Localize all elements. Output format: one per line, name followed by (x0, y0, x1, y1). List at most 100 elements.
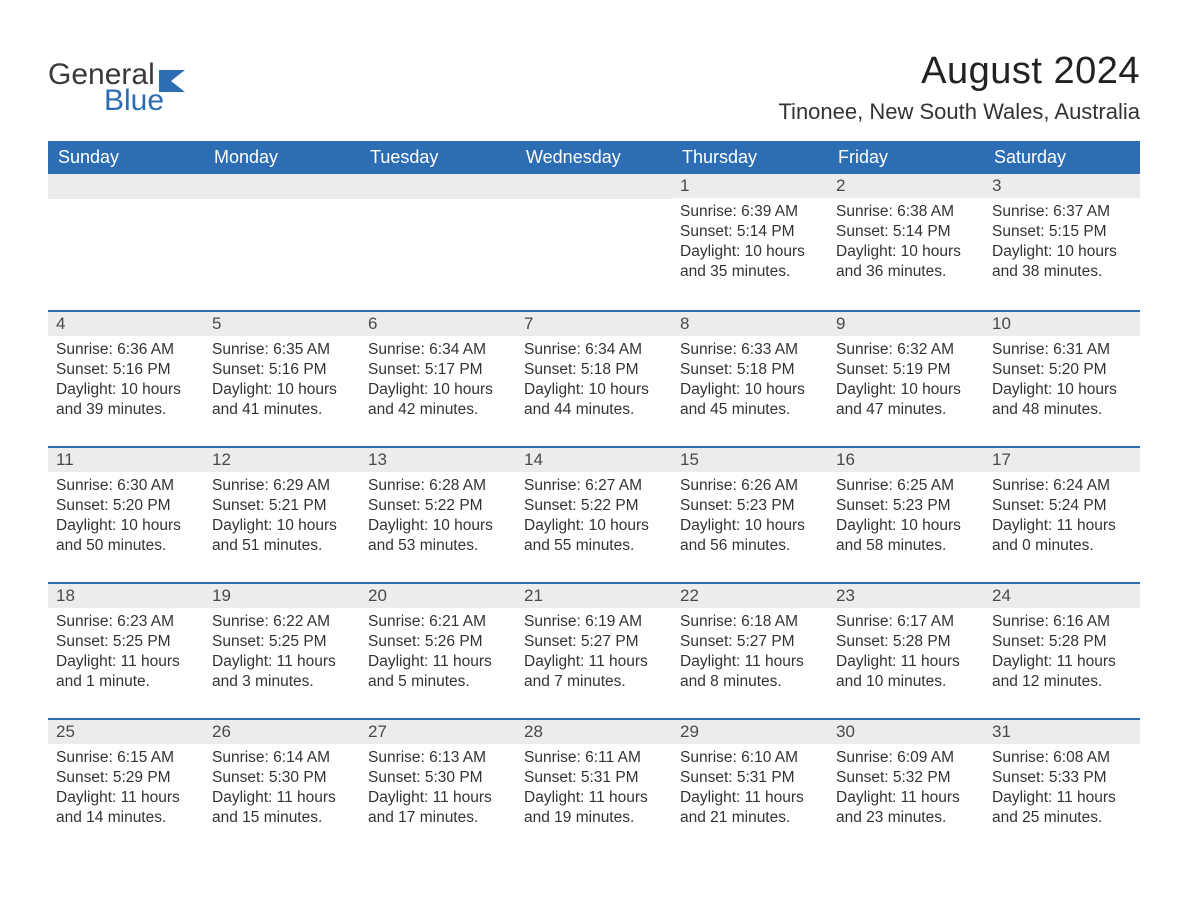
day-details: Sunrise: 6:22 AMSunset: 5:25 PMDaylight:… (204, 608, 360, 693)
day-daylight2: and 19 minutes. (524, 808, 664, 828)
day-sunrise: Sunrise: 6:38 AM (836, 202, 976, 222)
day-sunset: Sunset: 5:18 PM (524, 360, 664, 380)
day-daylight2: and 48 minutes. (992, 400, 1132, 420)
day-details: Sunrise: 6:13 AMSunset: 5:30 PMDaylight:… (360, 744, 516, 829)
day-daylight1: Daylight: 11 hours (680, 652, 820, 672)
location: Tinonee, New South Wales, Australia (778, 99, 1140, 125)
day-number: 17 (984, 446, 1140, 472)
day-daylight1: Daylight: 10 hours (836, 242, 976, 262)
day-number: 11 (48, 446, 204, 472)
day-number: 31 (984, 718, 1140, 744)
day-sunset: Sunset: 5:31 PM (524, 768, 664, 788)
day-details: Sunrise: 6:37 AMSunset: 5:15 PMDaylight:… (984, 198, 1140, 283)
day-sunrise: Sunrise: 6:31 AM (992, 340, 1132, 360)
day-details: Sunrise: 6:38 AMSunset: 5:14 PMDaylight:… (828, 198, 984, 283)
day-cell: 14Sunrise: 6:27 AMSunset: 5:22 PMDayligh… (516, 446, 672, 582)
day-details: Sunrise: 6:27 AMSunset: 5:22 PMDaylight:… (516, 472, 672, 557)
day-number: 19 (204, 582, 360, 608)
day-number: 6 (360, 310, 516, 336)
day-daylight1: Daylight: 10 hours (212, 380, 352, 400)
day-sunset: Sunset: 5:16 PM (212, 360, 352, 380)
day-cell: 17 Sunrise: 6:24 AMSunset: 5:24 PMDayligh… (984, 446, 1140, 582)
day-daylight1: Daylight: 11 hours (992, 516, 1132, 536)
day-sunset: Sunset: 5:26 PM (368, 632, 508, 652)
day-number: 1 (672, 174, 828, 198)
day-daylight1: Daylight: 10 hours (212, 516, 352, 536)
day-sunrise: Sunrise: 6:15 AM (56, 748, 196, 768)
day-sunset: Sunset: 5:33 PM (992, 768, 1132, 788)
day-daylight1: Daylight: 11 hours (56, 788, 196, 808)
day-daylight2: and 41 minutes. (212, 400, 352, 420)
day-daylight1: Daylight: 10 hours (680, 242, 820, 262)
day-daylight1: Daylight: 10 hours (836, 516, 976, 536)
day-daylight1: Daylight: 11 hours (836, 652, 976, 672)
day-daylight2: and 47 minutes. (836, 400, 976, 420)
day-details: Sunrise: 6:34 AMSunset: 5:17 PMDaylight:… (360, 336, 516, 421)
day-header: Friday (828, 141, 984, 174)
day-daylight2: and 53 minutes. (368, 536, 508, 556)
day-daylight1: Daylight: 10 hours (56, 516, 196, 536)
calendar-header-row: SundayMondayTuesdayWednesdayThursdayFrid… (48, 141, 1140, 174)
day-number: 15 (672, 446, 828, 472)
day-daylight2: and 45 minutes. (680, 400, 820, 420)
day-daylight1: Daylight: 11 hours (524, 652, 664, 672)
day-details: Sunrise: 6:26 AMSunset: 5:23 PMDaylight:… (672, 472, 828, 557)
day-cell: 5Sunrise: 6:35 AMSunset: 5:16 PMDaylight… (204, 310, 360, 446)
day-daylight2: and 5 minutes. (368, 672, 508, 692)
title-block: August 2024 Tinonee, New South Wales, Au… (778, 50, 1140, 137)
day-details: Sunrise: 6:29 AMSunset: 5:21 PMDaylight:… (204, 472, 360, 557)
day-details: Sunrise: 6:17 AMSunset: 5:28 PMDaylight:… (828, 608, 984, 693)
day-cell: 23Sunrise: 6:17 AMSunset: 5:28 PMDayligh… (828, 582, 984, 718)
day-details: Sunrise: 6:16 AMSunset: 5:28 PMDaylight:… (984, 608, 1140, 693)
day-daylight1: Daylight: 11 hours (368, 652, 508, 672)
day-sunrise: Sunrise: 6:26 AM (680, 476, 820, 496)
day-cell: 15Sunrise: 6:26 AMSunset: 5:23 PMDayligh… (672, 446, 828, 582)
day-number: 21 (516, 582, 672, 608)
day-cell: 30Sunrise: 6:09 AMSunset: 5:32 PMDayligh… (828, 718, 984, 854)
day-details: Sunrise: 6:15 AMSunset: 5:29 PMDaylight:… (48, 744, 204, 829)
day-cell: 16Sunrise: 6:25 AMSunset: 5:23 PMDayligh… (828, 446, 984, 582)
day-sunset: Sunset: 5:23 PM (680, 496, 820, 516)
day-sunrise: Sunrise: 6:10 AM (680, 748, 820, 768)
day-number: 26 (204, 718, 360, 744)
day-details: Sunrise: 6:33 AMSunset: 5:18 PMDaylight:… (672, 336, 828, 421)
day-sunset: Sunset: 5:22 PM (368, 496, 508, 516)
day-cell: 6Sunrise: 6:34 AMSunset: 5:17 PMDaylight… (360, 310, 516, 446)
day-daylight2: and 35 minutes. (680, 262, 820, 282)
day-daylight1: Daylight: 10 hours (680, 380, 820, 400)
day-sunset: Sunset: 5:27 PM (524, 632, 664, 652)
day-sunrise: Sunrise: 6:08 AM (992, 748, 1132, 768)
day-daylight2: and 8 minutes. (680, 672, 820, 692)
day-cell: 26Sunrise: 6:14 AMSunset: 5:30 PMDayligh… (204, 718, 360, 854)
day-number: 14 (516, 446, 672, 472)
day-sunrise: Sunrise: 6:18 AM (680, 612, 820, 632)
day-daylight1: Daylight: 11 hours (992, 788, 1132, 808)
day-empty (204, 174, 360, 199)
day-daylight1: Daylight: 10 hours (56, 380, 196, 400)
day-number: 7 (516, 310, 672, 336)
day-daylight1: Daylight: 11 hours (524, 788, 664, 808)
day-daylight1: Daylight: 11 hours (680, 788, 820, 808)
day-sunset: Sunset: 5:19 PM (836, 360, 976, 380)
day-number: 10 (984, 310, 1140, 336)
day-sunrise: Sunrise: 6:37 AM (992, 202, 1132, 222)
day-number: 30 (828, 718, 984, 744)
day-daylight2: and 0 minutes. (992, 536, 1132, 556)
day-number: 22 (672, 582, 828, 608)
day-header: Wednesday (516, 141, 672, 174)
logo: General Blue (48, 50, 191, 118)
day-details: Sunrise: 6:25 AMSunset: 5:23 PMDaylight:… (828, 472, 984, 557)
day-details: Sunrise: 6:09 AMSunset: 5:32 PMDaylight:… (828, 744, 984, 829)
day-sunrise: Sunrise: 6:24 AM (992, 476, 1132, 496)
day-sunset: Sunset: 5:31 PM (680, 768, 820, 788)
day-daylight1: Daylight: 10 hours (368, 380, 508, 400)
day-number: 28 (516, 718, 672, 744)
day-daylight1: Daylight: 10 hours (524, 516, 664, 536)
day-daylight2: and 12 minutes. (992, 672, 1132, 692)
week-row: 1Sunrise: 6:39 AMSunset: 5:14 PMDaylight… (48, 174, 1140, 310)
day-sunset: Sunset: 5:15 PM (992, 222, 1132, 242)
day-sunset: Sunset: 5:24 PM (992, 496, 1132, 516)
day-sunset: Sunset: 5:28 PM (836, 632, 976, 652)
day-sunset: Sunset: 5:16 PM (56, 360, 196, 380)
day-details: Sunrise: 6:08 AMSunset: 5:33 PMDaylight:… (984, 744, 1140, 829)
